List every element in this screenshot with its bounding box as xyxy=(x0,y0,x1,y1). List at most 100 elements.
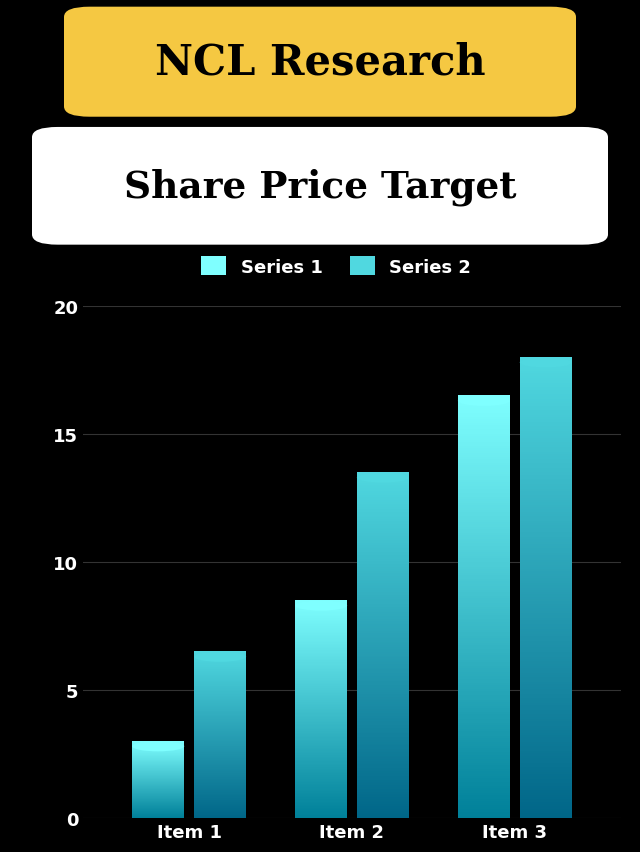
Bar xyxy=(194,660,246,662)
Bar xyxy=(194,669,246,670)
Bar xyxy=(194,784,246,786)
Bar xyxy=(295,781,347,783)
Bar xyxy=(520,691,572,694)
Bar xyxy=(295,713,347,715)
Bar xyxy=(194,702,246,703)
Bar xyxy=(194,761,246,763)
Bar xyxy=(295,756,347,757)
Bar xyxy=(295,780,347,781)
Bar xyxy=(132,749,184,750)
Bar xyxy=(357,623,409,625)
Bar xyxy=(295,686,347,688)
Bar xyxy=(520,737,572,740)
Bar xyxy=(357,743,409,746)
Bar xyxy=(295,776,347,778)
Bar xyxy=(295,722,347,723)
Bar xyxy=(520,532,572,535)
Bar xyxy=(357,591,409,594)
Bar xyxy=(194,804,246,805)
Bar xyxy=(458,676,510,679)
Bar xyxy=(295,684,347,685)
Bar xyxy=(194,661,246,663)
Bar xyxy=(132,816,184,817)
Bar xyxy=(357,486,409,488)
Bar xyxy=(520,786,572,788)
Bar xyxy=(194,694,246,696)
Bar xyxy=(357,561,409,562)
Bar xyxy=(520,463,572,466)
Bar xyxy=(458,735,510,738)
Bar xyxy=(520,475,572,477)
Bar xyxy=(520,622,572,625)
Bar xyxy=(132,781,184,782)
Bar xyxy=(194,686,246,688)
Bar xyxy=(295,688,347,690)
Bar xyxy=(357,544,409,547)
Bar xyxy=(194,791,246,792)
Bar xyxy=(295,771,347,772)
Bar xyxy=(458,607,510,609)
Bar xyxy=(357,709,409,711)
Bar xyxy=(458,421,510,423)
Bar xyxy=(357,483,409,485)
Bar xyxy=(194,681,246,682)
Bar xyxy=(458,539,510,542)
Bar xyxy=(194,752,246,754)
Bar xyxy=(357,694,409,695)
Bar xyxy=(194,653,246,655)
Bar xyxy=(520,417,572,420)
Bar xyxy=(357,579,409,582)
Bar xyxy=(458,471,510,475)
Bar xyxy=(295,786,347,787)
Bar xyxy=(520,527,572,530)
Bar xyxy=(295,663,347,665)
Bar xyxy=(357,492,409,493)
Bar xyxy=(194,773,246,774)
Bar xyxy=(132,755,184,756)
Bar xyxy=(194,781,246,783)
Bar xyxy=(520,753,572,756)
Bar xyxy=(194,721,246,722)
Ellipse shape xyxy=(295,601,347,611)
Bar xyxy=(357,642,409,643)
Bar xyxy=(520,411,572,413)
Bar xyxy=(357,714,409,717)
Bar xyxy=(194,785,246,786)
Bar xyxy=(520,705,572,707)
Bar xyxy=(357,717,409,720)
Bar xyxy=(132,774,184,775)
Bar xyxy=(458,425,510,428)
Bar xyxy=(295,787,347,789)
Bar xyxy=(520,357,572,360)
Bar xyxy=(295,679,347,681)
Bar xyxy=(357,640,409,642)
Bar xyxy=(520,438,572,440)
Bar xyxy=(132,763,184,764)
Bar xyxy=(132,814,184,815)
Bar xyxy=(357,751,409,754)
Bar xyxy=(295,801,347,803)
Bar xyxy=(458,794,510,797)
Bar xyxy=(458,801,510,803)
Bar xyxy=(357,636,409,638)
Bar xyxy=(194,763,246,765)
Bar xyxy=(520,424,572,427)
Bar xyxy=(458,761,510,763)
Bar xyxy=(132,813,184,814)
Bar xyxy=(194,806,246,807)
Bar xyxy=(295,815,347,817)
Bar xyxy=(458,815,510,818)
Bar xyxy=(194,689,246,691)
Bar xyxy=(357,795,409,797)
Bar xyxy=(357,662,409,665)
Bar xyxy=(458,750,510,752)
Bar xyxy=(458,564,510,567)
Bar xyxy=(458,752,510,755)
Bar xyxy=(357,608,409,611)
Bar xyxy=(357,475,409,478)
Bar xyxy=(357,741,409,744)
Bar xyxy=(458,408,510,411)
Bar xyxy=(132,755,184,756)
Bar xyxy=(132,770,184,772)
Bar xyxy=(295,651,347,653)
